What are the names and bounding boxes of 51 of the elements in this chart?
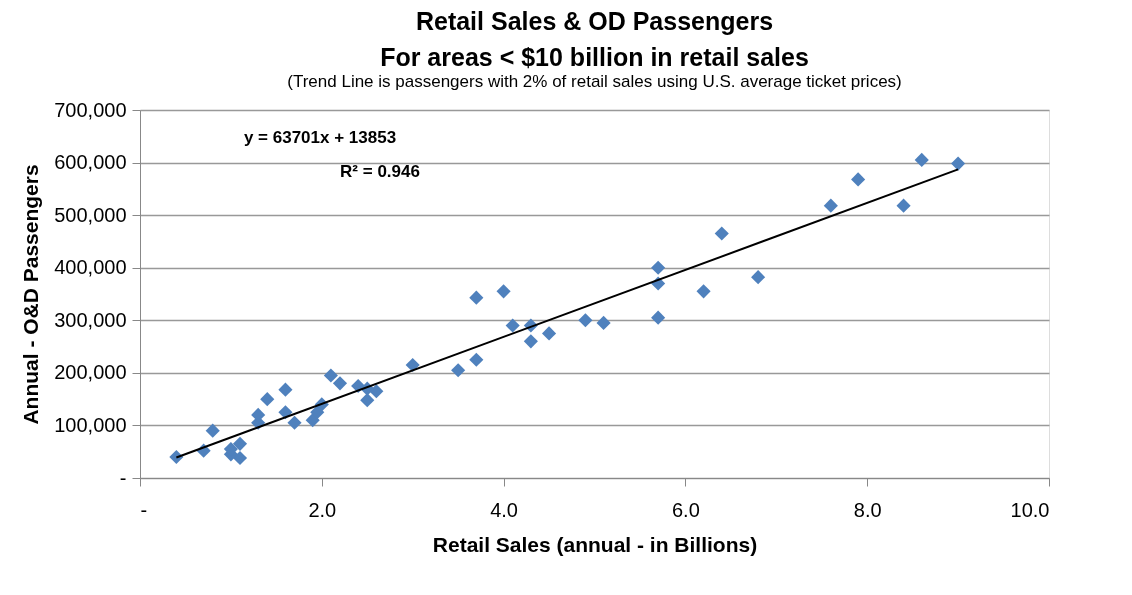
point [451, 363, 466, 378]
text: For areas < $10 billion in retail sales [380, 43, 809, 71]
point [469, 290, 484, 305]
annotation: y = 63701x + 13853 [243, 128, 397, 147]
y-tick-label: 600,000 [54, 151, 127, 174]
y-tick-label: 500,000 [54, 203, 127, 226]
point [523, 334, 538, 349]
point [332, 376, 348, 391]
point [696, 284, 711, 299]
x-tick-label: 10.0 [1010, 498, 1050, 521]
y-axis-title: Annual - O&D Passengers [19, 164, 43, 425]
x-tick-label: 2.0 [308, 498, 337, 521]
point [851, 172, 866, 187]
chart-subtitle: (Trend Line is passengers with 2% of retail sales using U.S. average ticket prices) [287, 72, 902, 91]
y-tick-label: 400,000 [54, 256, 127, 279]
x-tick-label: 6.0 [671, 498, 700, 521]
point [232, 450, 248, 466]
point [205, 423, 220, 438]
x-tick-label: 8.0 [853, 498, 882, 521]
point [469, 352, 484, 367]
y-tick-label: 100,000 [54, 413, 127, 436]
point [951, 156, 966, 171]
point [751, 270, 766, 285]
point [287, 415, 302, 430]
point [541, 326, 557, 341]
point [896, 198, 911, 213]
x-tick-label: 4.0 [490, 498, 519, 521]
point [405, 357, 420, 373]
y-tick-label: 300,000 [54, 308, 127, 331]
y-tick-label: - [119, 466, 127, 489]
point [823, 198, 838, 213]
x-tick-label: - [140, 498, 148, 521]
point [578, 313, 593, 328]
point [596, 315, 611, 330]
y-tick-label: 700,000 [54, 98, 127, 121]
text: Retail Sales & OD Passengers [415, 7, 774, 35]
point [360, 393, 375, 408]
point [714, 226, 729, 241]
point [323, 368, 338, 383]
point [496, 284, 511, 299]
point [505, 318, 520, 333]
point [278, 382, 293, 397]
point [369, 384, 384, 399]
point [651, 310, 666, 325]
point [914, 152, 929, 168]
annotation: R² = 0.946 [340, 162, 420, 181]
x-axis-title: Retail Sales (annual - in Billions) [432, 532, 758, 556]
point [651, 260, 666, 275]
point [232, 436, 248, 451]
point [260, 392, 275, 407]
y-tick-label: 200,000 [54, 361, 127, 384]
